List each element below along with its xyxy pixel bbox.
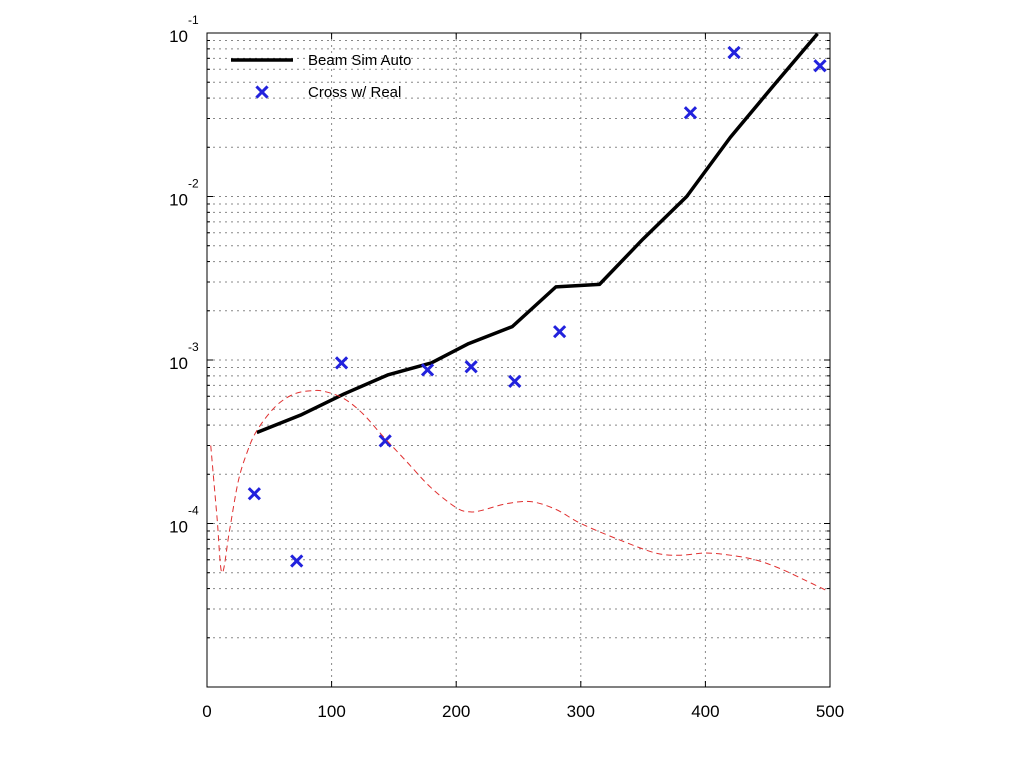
y-tick-label-base: 10 — [169, 191, 188, 210]
x-tick-label: 200 — [442, 702, 470, 721]
marker-stroke — [255, 85, 269, 99]
marker-stroke — [464, 360, 478, 374]
y-tick-label-exponent: -3 — [188, 340, 199, 354]
series-line-beam-sim-auto — [256, 33, 819, 435]
y-tick-label-base: 10 — [169, 518, 188, 537]
x-tick-label: 500 — [816, 702, 844, 721]
x-axis-tick-labels: 0 100 200 300 400 500 — [202, 702, 844, 721]
y-tick-label-base: 10 — [169, 354, 188, 373]
marker-stroke — [420, 363, 435, 377]
y-tick-label: 10-3 — [169, 340, 199, 373]
marker-stroke — [508, 374, 522, 389]
marker-stroke — [683, 106, 698, 120]
y-tick-label-exponent: -1 — [188, 13, 199, 27]
series-point-cross-w-real — [508, 374, 522, 389]
series-point-cross-w-real — [247, 487, 261, 501]
marker-stroke — [290, 554, 304, 568]
series-point-cross-w-real — [552, 325, 567, 339]
x-tick-label: 400 — [691, 702, 719, 721]
marker-stroke — [334, 356, 349, 370]
series-dashed-curve — [210, 389, 827, 591]
marker-stroke — [378, 434, 392, 448]
y-tick-label-base: 10 — [169, 27, 188, 46]
plot-area — [210, 33, 827, 591]
series-point-cross-w-real — [378, 434, 392, 448]
y-tick-label-exponent: -2 — [188, 177, 199, 191]
x-tick-label: 300 — [567, 702, 595, 721]
series-point-cross-w-real — [290, 554, 304, 568]
series-point-cross-w-real — [683, 106, 698, 120]
x-tick-label: 0 — [202, 702, 211, 721]
series-point-cross-w-real — [813, 59, 827, 73]
axis-ticks — [206, 33, 831, 688]
marker-stroke — [247, 487, 261, 501]
y-tick-label: 10-2 — [169, 177, 199, 210]
series-marks — [210, 33, 827, 591]
y-axis-tick-labels: 10-410-310-210-1 — [169, 13, 199, 537]
series-point-cross-w-real — [727, 45, 741, 60]
series-point-cross-w-real — [464, 360, 478, 374]
series-point-cross-w-real — [334, 356, 349, 370]
x-tick-label: 100 — [317, 702, 345, 721]
series-point-cross-w-real — [420, 363, 435, 377]
legend-swatch-cross-w-real — [255, 85, 269, 99]
marker-stroke — [813, 59, 827, 73]
marker-stroke — [727, 45, 741, 60]
y-tick-label-exponent: -4 — [188, 504, 199, 518]
y-tick-label: 10-1 — [169, 13, 199, 46]
legend-label-cross-w-real: Cross w/ Real — [308, 84, 401, 101]
legend-label-beam-sim-auto: Beam Sim Auto — [308, 52, 411, 69]
y-tick-label: 10-4 — [169, 504, 199, 537]
marker-stroke — [552, 325, 567, 339]
legend: Beam Sim Auto Cross w/ Real — [231, 52, 411, 101]
grid-lines — [207, 33, 830, 687]
